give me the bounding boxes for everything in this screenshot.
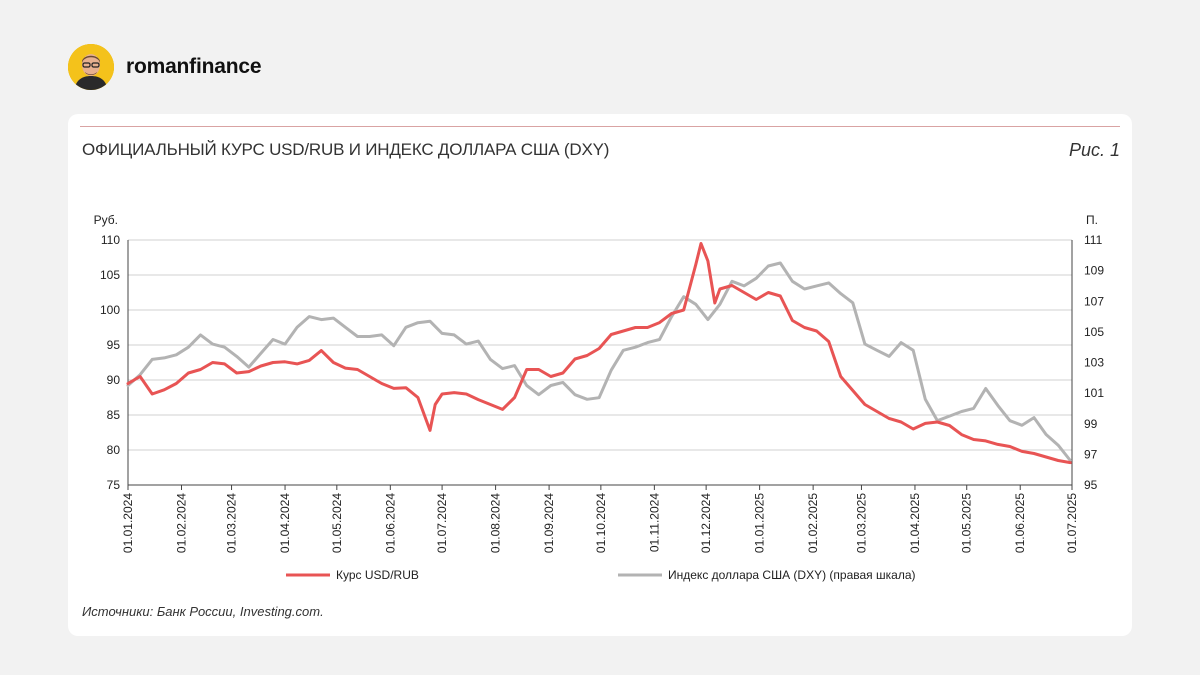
x-tick-label: 01.06.2025 [1013,493,1027,553]
x-tick-label: 01.04.2025 [908,493,922,553]
x-tick-label: 01.04.2024 [278,493,292,553]
brand-header: romanfinance [68,44,262,90]
figure-label: Рис. 1 [1068,140,1120,160]
y-left-axis-label: Руб. [94,213,118,227]
x-tick-label: 01.02.2024 [174,493,188,553]
figure-title: ОФИЦИАЛЬНЫЙ КУРС USD/RUB И ИНДЕКС ДОЛЛАР… [82,140,610,159]
series-group [126,242,1072,465]
y-left-tick-label: 95 [107,338,121,352]
x-tick-label: 01.11.2024 [647,493,661,552]
y-left-tick-label: 75 [107,478,121,492]
x-tick-label: 01.01.2024 [121,493,135,553]
legend-usdrub-label: Курс USD/RUB [336,568,419,582]
axes: 75 80 85 90 95 100 105 110 95 97 99 101 103 105 107 109… [94,213,1105,553]
y-right-tick-label: 99 [1084,417,1098,431]
brand-name[interactable]: romanfinance [126,55,262,78]
x-tick-label: 01.01.2025 [753,493,767,553]
y-right-axis-label: П. [1086,213,1098,227]
y-right-tick-label: 95 [1084,478,1098,492]
y-right-tick-label: 101 [1084,386,1104,400]
x-tick-label: 01.02.2025 [806,493,820,553]
series-usdrub-line [126,242,1072,465]
source-note: Источники: Банк России, Investing.com. [82,604,324,619]
avatar[interactable] [68,44,114,90]
x-tick-label: 01.03.2024 [225,493,239,553]
chart-legend: Курс USD/RUB Индекс доллара США (DXY) (пр… [286,568,916,582]
grid-lines [128,239,1072,451]
person-avatar-icon [68,44,114,90]
y-right-tick-label: 107 [1084,294,1104,308]
y-left-tick-label: 110 [101,233,120,247]
x-tick-label: 01.07.2025 [1065,493,1079,553]
y-left-tick-label: 80 [107,443,121,457]
x-tick-label: 01.05.2025 [960,493,974,553]
x-tick-label: 01.07.2024 [435,493,449,553]
x-tick-label: 01.10.2024 [594,493,608,553]
top-rule [80,126,1120,127]
x-tick-label: 01.03.2025 [854,493,868,553]
y-right-tick-label: 105 [1084,325,1104,339]
series-dxy-line [126,261,1072,462]
y-right-tick-label: 103 [1084,356,1104,370]
line-chart: 75 80 85 90 95 100 105 110 95 97 99 101 103 105 107 109… [94,213,1105,582]
y-left-tick-label: 90 [107,373,121,387]
y-right-tick-label: 109 [1084,264,1104,278]
y-left-tick-label: 105 [100,268,120,282]
x-tick-label: 01.05.2024 [330,493,344,553]
legend-dxy-label: Индекс доллара США (DXY) (правая шкала) [668,568,916,582]
y-left-tick-label: 85 [107,408,121,422]
y-right-tick-label: 97 [1084,447,1098,461]
figure-card: ОФИЦИАЛЬНЫЙ КУРС USD/RUB И ИНДЕКС ДОЛЛАР… [68,114,1132,636]
x-tick-label: 01.06.2024 [383,493,397,553]
x-tick-label: 01.08.2024 [489,493,503,553]
x-tick-label: 01.09.2024 [542,493,556,553]
x-tick-label: 01.12.2024 [699,493,713,553]
y-right-tick-label: 111 [1084,233,1103,247]
y-left-tick-label: 100 [100,303,120,317]
